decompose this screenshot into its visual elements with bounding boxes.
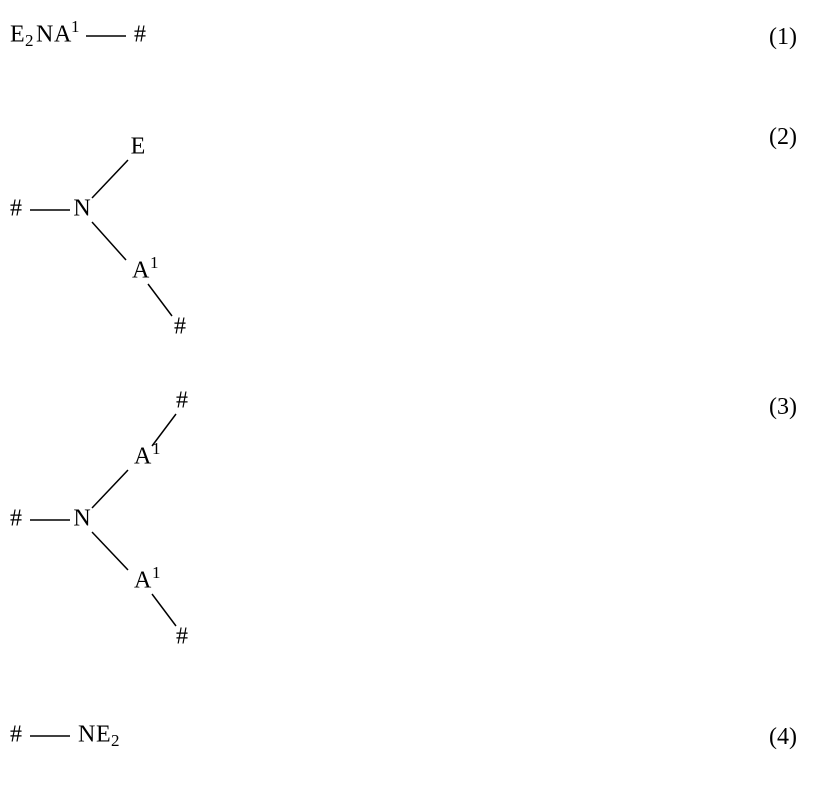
f1-A: A bbox=[54, 22, 72, 48]
f3-sup1a: 1 bbox=[152, 439, 161, 458]
f1-sub2: 2 bbox=[25, 31, 34, 50]
f3-A1: A bbox=[134, 444, 152, 470]
f1-E: E bbox=[10, 22, 25, 48]
f3-sup1b: 1 bbox=[152, 563, 161, 582]
f2-bond-a-hash bbox=[148, 284, 172, 316]
f2-E: E bbox=[131, 134, 146, 160]
label-1: (1) bbox=[769, 24, 797, 51]
f3-hash2: # bbox=[176, 624, 188, 650]
bond-lines bbox=[30, 36, 176, 736]
page-canvas: E2NA1##NEA1##NA1#A1##NE2 (1) (2) (3) (4) bbox=[0, 0, 825, 790]
atom-labels: E2NA1##NEA1##NA1#A1##NE2 bbox=[10, 17, 188, 750]
f3-bond-a2-hash bbox=[152, 594, 176, 626]
f2-N: N bbox=[73, 196, 90, 222]
f2-hashL: # bbox=[10, 196, 22, 222]
label-2: (2) bbox=[769, 124, 797, 151]
f3-A2: A bbox=[134, 568, 152, 594]
f2-A: A bbox=[132, 258, 150, 284]
f3-bond-up bbox=[92, 470, 128, 508]
f3-N: N bbox=[73, 506, 90, 532]
f3-hash1: # bbox=[176, 388, 188, 414]
f2-sup1: 1 bbox=[150, 253, 159, 272]
f1-hash: # bbox=[134, 22, 146, 48]
label-4: (4) bbox=[769, 724, 797, 751]
f4-N: N bbox=[78, 722, 95, 748]
f3-hashL: # bbox=[10, 506, 22, 532]
diagram-svg: E2NA1##NEA1##NA1#A1##NE2 bbox=[0, 0, 825, 790]
f2-hashB: # bbox=[174, 314, 186, 340]
f3-bond-down bbox=[92, 532, 128, 570]
f2-bond-down bbox=[92, 222, 126, 260]
f1-sup1: 1 bbox=[71, 17, 80, 36]
f2-bond-up bbox=[92, 160, 128, 198]
f4-sub2: 2 bbox=[111, 731, 120, 750]
f1-N: N bbox=[36, 22, 53, 48]
f4-hash: # bbox=[10, 722, 22, 748]
label-3: (3) bbox=[769, 394, 797, 421]
f4-E: E bbox=[96, 722, 111, 748]
